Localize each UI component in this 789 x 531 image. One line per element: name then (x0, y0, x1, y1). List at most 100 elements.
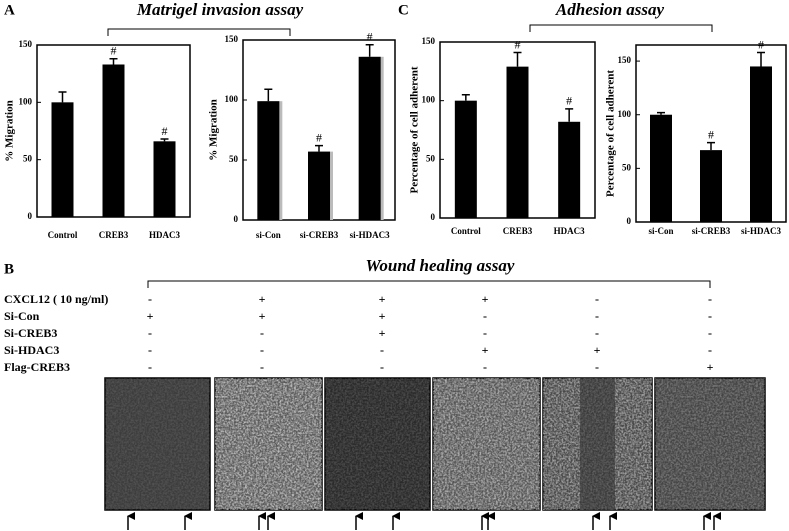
significance-mark: # (566, 94, 572, 108)
condition-sign: - (708, 326, 712, 340)
condition-sign: - (708, 292, 712, 306)
error-bar (160, 138, 169, 142)
bar (308, 151, 330, 220)
arrows (127, 512, 721, 530)
condition-sign: + (482, 343, 489, 357)
y-tick-label: 50 (426, 153, 436, 163)
texture (325, 378, 430, 510)
x-tick-label: si-HDAC3 (350, 230, 390, 240)
y-axis-label: % Migration (4, 100, 16, 161)
condition-sign: + (707, 360, 714, 374)
x-tick-label: si-Con (648, 226, 673, 236)
bracket (529, 24, 713, 32)
panel-label: C (398, 2, 409, 18)
bar (51, 102, 74, 217)
texture (105, 378, 210, 510)
condition-sign: - (148, 343, 152, 357)
error-bar (365, 44, 374, 57)
panel-title: Adhesion assay (555, 0, 665, 19)
y-tick-label: 100 (225, 94, 239, 104)
x-tick-label: HDAC3 (149, 230, 180, 240)
error-bar (513, 51, 522, 67)
texture (655, 378, 765, 510)
significance-mark: # (162, 124, 168, 138)
x-tick-label: Control (451, 226, 481, 236)
condition-sign: - (595, 360, 599, 374)
y-tick-label: 0 (234, 214, 239, 224)
row-label: Si-HDAC3 (4, 343, 59, 357)
x-tick-label: HDAC3 (554, 226, 585, 236)
x-tick-label: Control (48, 230, 78, 240)
wound-images (104, 377, 766, 511)
bar-chart: 0 50 100 150 % Migration si-Con si-CREB3 # si-HD… (208, 30, 396, 240)
bar (257, 101, 280, 220)
condition-sign: + (259, 292, 266, 306)
condition-sign: - (595, 309, 599, 323)
row-label: CXCL12 ( 10 ng/ml) (4, 292, 108, 306)
bar (153, 141, 176, 217)
y-tick-label: 150 (19, 39, 33, 49)
condition-sign: - (380, 343, 384, 357)
condition-sign: - (483, 360, 487, 374)
bar-chart: 0 50 100 150 % Migration Control CREB3 # HDAC3 # (4, 39, 191, 240)
row-label: Si-Con (4, 309, 40, 323)
y-tick-label: 100 (19, 96, 33, 106)
y-tick-label: 0 (431, 212, 436, 222)
condition-sign: + (259, 309, 266, 323)
condition-sign: - (380, 360, 384, 374)
y-tick-label: 100 (422, 95, 436, 105)
condition-sign: + (379, 309, 386, 323)
x-tick-label: si-CREB3 (692, 226, 731, 236)
bracket (147, 280, 711, 288)
bar (454, 100, 477, 218)
condition-sign: + (594, 343, 601, 357)
condition-sign: - (708, 309, 712, 323)
error-bar (58, 91, 67, 103)
y-tick-label: 150 (618, 55, 632, 65)
y-axis-label: Percentage of cell adherent (409, 66, 421, 193)
panel-label: B (4, 261, 14, 277)
condition-sign: + (482, 292, 489, 306)
condition-sign: - (260, 360, 264, 374)
error-bar (461, 94, 470, 101)
y-tick-label: 0 (627, 216, 632, 226)
x-tick-label: si-CREB3 (300, 230, 339, 240)
y-tick-label: 50 (23, 154, 33, 164)
condition-sign: + (147, 309, 154, 323)
condition-sign: + (379, 292, 386, 306)
error-bar (757, 51, 765, 67)
significance-mark: # (367, 30, 373, 44)
row-label: Si-CREB3 (4, 326, 57, 340)
row-label: Flag-CREB3 (4, 360, 70, 374)
panel-label: A (4, 2, 15, 18)
error-bar (315, 144, 323, 152)
condition-sign: + (379, 326, 386, 340)
condition-sign: - (483, 326, 487, 340)
error-bar (565, 108, 574, 122)
bracket (107, 28, 291, 36)
panel-title: Matrigel invasion assay (136, 0, 304, 19)
condition-sign: - (708, 343, 712, 357)
condition-sign: - (148, 360, 152, 374)
condition-sign: - (595, 292, 599, 306)
x-tick-label: si-HDAC3 (741, 226, 781, 236)
condition-sign: - (595, 326, 599, 340)
condition-sign: - (148, 292, 152, 306)
x-tick-label: CREB3 (99, 230, 129, 240)
bar-chart: 0 50 100 150 Percentage of cell adherent Cont… (409, 36, 596, 236)
condition-sign: - (483, 309, 487, 323)
bar (102, 64, 125, 217)
x-tick-label: si-Con (256, 230, 281, 240)
y-axis-label: Percentage of cell adherent (605, 70, 617, 197)
wound-gap (580, 378, 615, 510)
bar (558, 121, 581, 218)
bar (750, 66, 772, 222)
y-axis-label: % Migration (208, 99, 220, 160)
error-bar (657, 111, 665, 115)
significance-mark: # (316, 130, 322, 144)
x-tick-label: CREB3 (503, 226, 533, 236)
bar (650, 114, 672, 222)
y-tick-label: 0 (28, 211, 33, 221)
y-tick-label: 150 (422, 36, 436, 46)
